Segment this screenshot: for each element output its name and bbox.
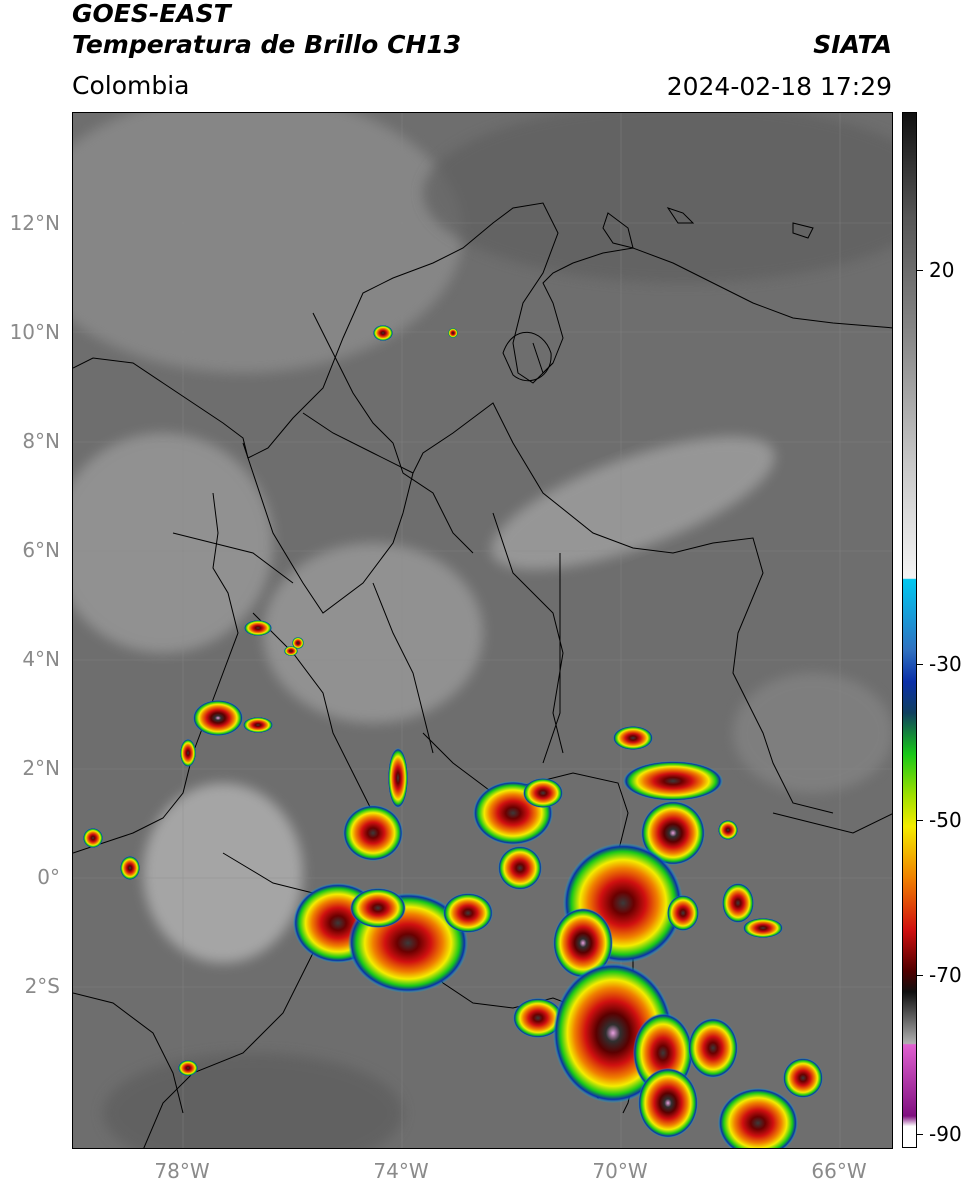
- temperature-colorbar: [902, 112, 917, 1148]
- lon-label-70w: 70°W: [592, 1159, 648, 1183]
- datetime-label: 2024-02-18 17:29: [666, 72, 892, 101]
- lat-label-10n: 10°N: [9, 320, 60, 344]
- colorbar-tick: [917, 664, 923, 665]
- lat-label-6n: 6°N: [22, 538, 60, 562]
- lat-label-0: 0°: [37, 865, 60, 889]
- lat-label-2s: 2°S: [24, 974, 60, 998]
- colorbar-label-minus50: -50: [929, 808, 962, 832]
- satellite-title: GOES-EAST: [72, 0, 231, 28]
- organization-label: SIATA: [813, 30, 892, 59]
- map-canvas: [73, 113, 892, 1148]
- region-label: Colombia: [72, 71, 190, 100]
- colorbar-tick: [917, 1134, 923, 1135]
- lon-label-74w: 74°W: [373, 1159, 429, 1183]
- lat-label-4n: 4°N: [22, 647, 60, 671]
- lon-label-78w: 78°W: [154, 1159, 210, 1183]
- colorbar-label-minus30: -30: [929, 652, 962, 676]
- lat-label-2n: 2°N: [22, 756, 60, 780]
- colorbar-label-minus90: -90: [929, 1122, 962, 1146]
- lon-label-66w: 66°W: [811, 1159, 867, 1183]
- product-title: Temperatura de Brillo CH13: [72, 30, 462, 59]
- colorbar-label-minus70: -70: [929, 963, 962, 987]
- colorbar-label-20: 20: [929, 258, 955, 282]
- colorbar-tick: [917, 270, 923, 271]
- satellite-map: [72, 112, 893, 1149]
- colorbar-tick: [917, 975, 923, 976]
- lat-label-8n: 8°N: [22, 429, 60, 453]
- colorbar-tick: [917, 820, 923, 821]
- lat-label-12n: 12°N: [9, 211, 60, 235]
